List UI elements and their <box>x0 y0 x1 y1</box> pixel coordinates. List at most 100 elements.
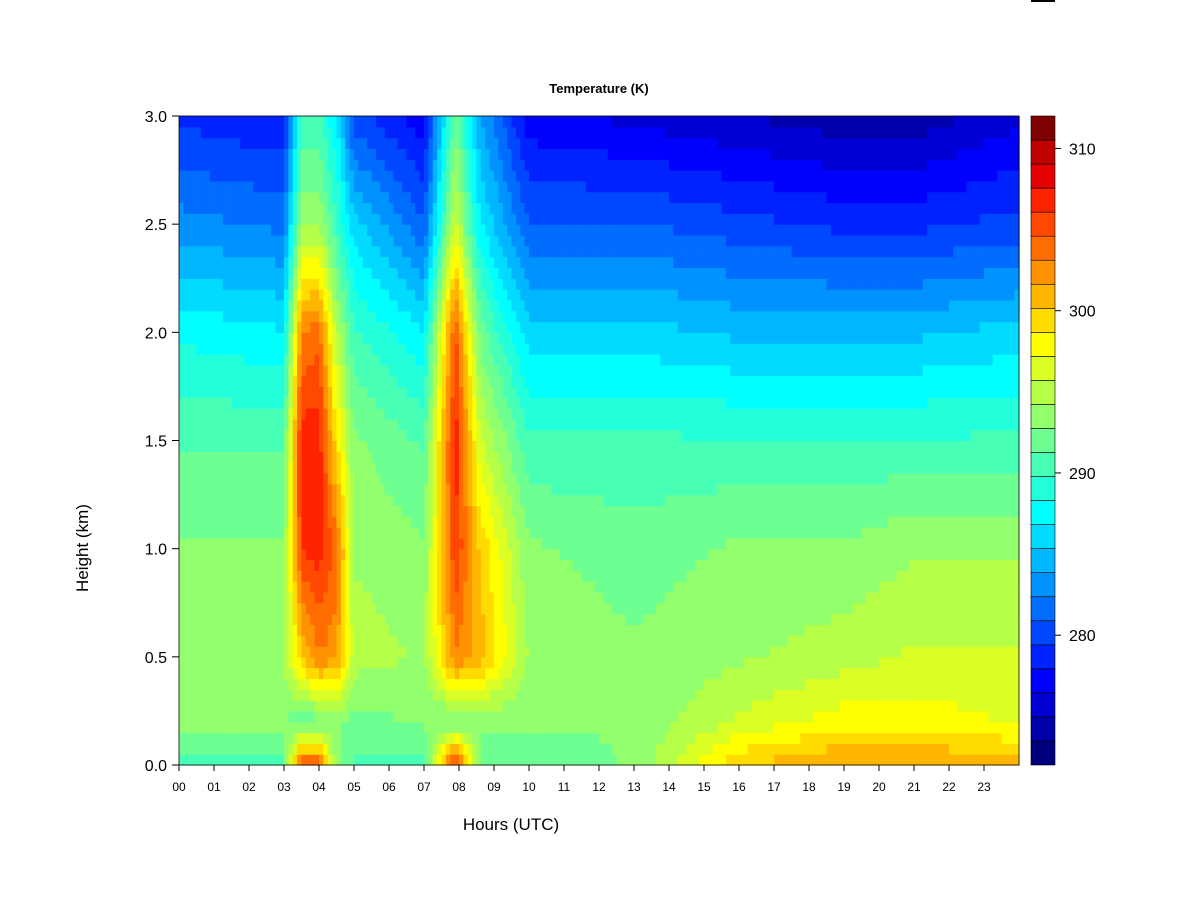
heatmap-cell <box>187 689 193 701</box>
heatmap-cell <box>459 700 464 712</box>
heatmap-cell <box>371 483 377 496</box>
heatmap-cell <box>371 429 377 442</box>
heatmap-cell <box>231 256 237 269</box>
heatmap-cell <box>511 126 517 139</box>
heatmap-cell <box>459 267 464 279</box>
heatmap-cell <box>489 159 495 171</box>
heatmap-cell <box>340 289 346 301</box>
heatmap-cell <box>183 137 189 150</box>
heatmap-cell <box>419 224 425 236</box>
heatmap-cell <box>502 234 508 247</box>
heatmap-cell <box>450 710 456 723</box>
heatmap-cell <box>397 505 403 517</box>
heatmap-cell <box>432 148 438 160</box>
heatmap-cell <box>192 537 198 550</box>
heatmap-cell <box>441 116 447 128</box>
heatmap-cell <box>402 440 408 452</box>
heatmap-cell <box>244 732 250 744</box>
heatmap-cell <box>266 700 272 712</box>
heatmap-cell <box>485 245 491 258</box>
heatmap-cell <box>384 191 390 204</box>
heatmap-cell <box>533 754 539 766</box>
heatmap-cell <box>179 299 184 312</box>
heatmap-cell <box>389 321 394 333</box>
heatmap-cell <box>463 527 469 539</box>
heatmap-cell <box>441 721 447 734</box>
heatmap-cell <box>192 624 198 636</box>
heatmap-cell <box>275 364 281 377</box>
heatmap-cell <box>257 548 263 561</box>
heatmap-cell <box>472 429 478 442</box>
heatmap-cell <box>354 429 359 442</box>
heatmap-cell <box>489 278 495 290</box>
heatmap-cell <box>327 689 333 701</box>
heatmap-cell <box>520 689 526 701</box>
heatmap-cell <box>253 408 259 420</box>
heatmap-cell <box>437 299 443 312</box>
heatmap-cell <box>218 213 224 225</box>
heatmap-cell <box>218 353 224 366</box>
heatmap-cell <box>428 234 434 247</box>
heatmap-cell <box>472 743 478 755</box>
heatmap-cell <box>367 689 373 701</box>
heatmap-cell <box>244 375 250 388</box>
heatmap-cell <box>511 202 517 214</box>
heatmap-cell <box>441 321 447 333</box>
heatmap-cell <box>336 483 342 496</box>
heatmap-cell <box>502 332 508 344</box>
heatmap-cell <box>441 710 447 723</box>
heatmap-cell <box>445 754 451 766</box>
heatmap-cell <box>402 224 408 236</box>
heatmap-cell <box>502 126 508 139</box>
heatmap-cell <box>472 418 478 431</box>
heatmap-cell <box>301 678 307 690</box>
heatmap-cell <box>472 646 478 658</box>
heatmap-cell <box>472 472 478 485</box>
heatmap-cell <box>314 624 320 636</box>
heatmap-cell <box>529 743 534 755</box>
heatmap-cell <box>249 343 254 355</box>
heatmap-cell <box>340 310 346 323</box>
heatmap-cell <box>533 721 539 734</box>
heatmap-cell <box>507 429 513 442</box>
heatmap-cell <box>345 516 351 528</box>
heatmap-cell <box>314 602 320 615</box>
heatmap-cell <box>214 408 219 420</box>
heatmap-cell <box>367 278 373 290</box>
heatmap-cell <box>533 245 539 258</box>
heatmap-cell <box>393 299 399 312</box>
heatmap-cell <box>476 732 482 744</box>
heatmap-cell <box>301 624 307 636</box>
heatmap-cell <box>511 278 517 290</box>
heatmap-cell <box>340 635 346 647</box>
heatmap-cell <box>249 656 254 669</box>
heatmap-cell <box>371 710 377 723</box>
heatmap-cell <box>380 278 386 290</box>
heatmap-cell <box>253 148 259 160</box>
heatmap-cell <box>249 126 254 139</box>
heatmap-cell <box>375 213 381 225</box>
heatmap-cell <box>463 743 469 755</box>
heatmap-cell <box>502 494 508 506</box>
heatmap-cell <box>371 559 377 571</box>
heatmap-cell <box>494 462 499 474</box>
heatmap-cell <box>507 732 513 744</box>
heatmap-cell <box>415 689 421 701</box>
heatmap-cell <box>362 732 368 744</box>
heatmap-cell <box>502 397 508 409</box>
heatmap-cell <box>179 180 184 193</box>
heatmap-cell <box>485 180 491 193</box>
heatmap-cell <box>319 353 324 366</box>
heatmap-cell <box>419 397 425 409</box>
heatmap-cell <box>279 732 285 744</box>
heatmap-cell <box>520 700 526 712</box>
heatmap-cell <box>511 527 517 539</box>
heatmap-cell <box>441 245 447 258</box>
heatmap-cell <box>305 202 311 214</box>
heatmap-cell <box>498 299 504 312</box>
heatmap-cell <box>424 408 429 420</box>
heatmap-cell <box>450 256 456 269</box>
heatmap-cell <box>402 624 408 636</box>
heatmap-cell <box>463 602 469 615</box>
heatmap-cell <box>441 353 447 366</box>
